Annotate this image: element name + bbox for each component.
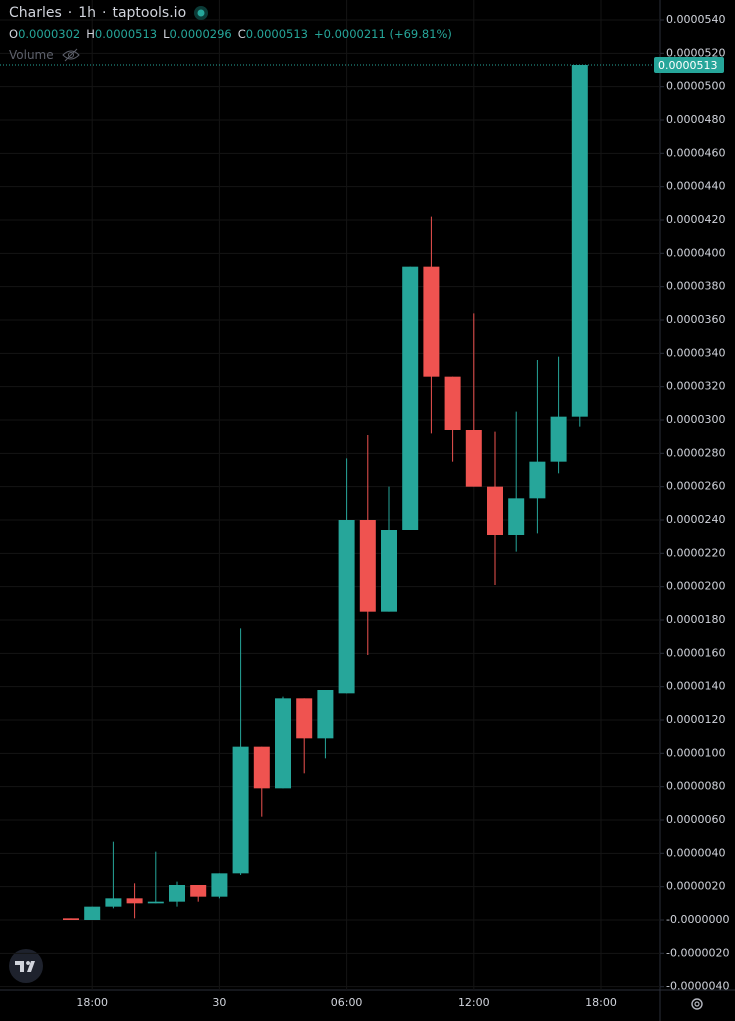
ohlc-item: H0.0000513 <box>86 27 157 41</box>
candle-body <box>338 520 355 694</box>
y-tick-label: 0.0000340 <box>666 346 726 359</box>
last-price-label: 0.0000513 <box>658 59 718 72</box>
x-tick-label: 06:00 <box>331 996 363 1009</box>
x-tick-label: 30 <box>212 996 226 1009</box>
y-tick-label: 0.0000020 <box>666 880 726 893</box>
interval: 1h <box>78 5 97 21</box>
candle-body <box>381 530 397 612</box>
y-tick-label: 0.0000220 <box>666 546 726 559</box>
y-tick-label: 0.0000400 <box>666 246 726 259</box>
ohlc-key: H <box>86 27 95 41</box>
y-tick-label: -0.0000020 <box>666 946 729 959</box>
candle-body <box>508 498 525 535</box>
y-tick-label: 0.0000180 <box>666 613 726 626</box>
y-tick-label: 0.0000200 <box>666 580 726 593</box>
candle-body <box>296 698 313 739</box>
candle-body <box>275 698 291 789</box>
candle-body <box>487 486 503 535</box>
y-tick-label: 0.0000460 <box>666 146 726 159</box>
ohlc-value: 0.0000513 <box>245 27 308 41</box>
y-tick-label: 0.0000300 <box>666 413 726 426</box>
ohlc-value: 0.0000296 <box>169 27 232 41</box>
ohlc-item: O0.0000302 <box>9 27 80 41</box>
candle-body <box>359 520 376 612</box>
candle-body <box>402 266 419 530</box>
y-tick-label: 0.0000540 <box>666 13 726 26</box>
y-tick-label: 0.0000100 <box>666 746 726 759</box>
y-tick-label: 0.0000120 <box>666 713 726 726</box>
symbol: Charles <box>9 5 62 21</box>
y-tick-label: 0.0000440 <box>666 180 726 193</box>
tv-logo <box>9 949 43 983</box>
y-tick-label: 0.0000360 <box>666 313 726 326</box>
candle-body <box>550 416 567 462</box>
y-tick-label: 0.0000280 <box>666 446 726 459</box>
candle-body <box>63 918 79 920</box>
grid <box>0 0 660 990</box>
separator: · <box>67 5 73 21</box>
y-tick-label: 0.0000480 <box>666 113 726 126</box>
settings-icon[interactable] <box>691 998 703 1010</box>
y-tick-label: 0.0000320 <box>666 380 726 393</box>
y-tick-label: -0.0000000 <box>666 913 729 926</box>
candle-body <box>317 690 334 739</box>
y-tick-label: 0.0000520 <box>666 46 726 59</box>
change: +0.0000211 (+69.81%) <box>313 27 452 41</box>
ohlc-key: O <box>9 27 19 41</box>
y-tick-label: 0.0000140 <box>666 680 726 693</box>
ohlc-key: L <box>163 27 170 41</box>
y-tick-label: 0.0000160 <box>666 646 726 659</box>
ohlc-value: 0.0000513 <box>94 27 158 41</box>
status-dot <box>194 6 209 20</box>
candle-body <box>105 898 122 907</box>
candle-body <box>529 461 546 499</box>
ohlc-value: 0.0000302 <box>18 27 81 41</box>
y-tick-label: 0.0000500 <box>666 80 726 93</box>
y-tick-label: 0.0000060 <box>666 813 726 826</box>
candle-body <box>169 885 185 902</box>
candle-body <box>190 885 207 897</box>
ohlc-item: L0.0000296 <box>163 27 232 41</box>
candle-body <box>444 376 461 430</box>
ohlc-line: O0.0000302 H0.0000513 L0.0000296 C0.0000513… <box>9 23 452 45</box>
candle-body <box>126 898 143 904</box>
candle-body <box>465 430 482 487</box>
volume-label: Volume <box>9 48 54 62</box>
y-tick-label: 0.0000420 <box>666 213 726 226</box>
candle-body <box>84 906 101 920</box>
x-tick-label: 12:00 <box>458 996 490 1009</box>
x-tick-label: 18:00 <box>76 996 108 1009</box>
candle-body <box>232 746 249 874</box>
y-tick-label: -0.0000040 <box>666 980 729 993</box>
legend: Charles · 1h · taptools.io O0.0000302 H0.… <box>9 3 452 65</box>
candle-body <box>211 873 228 897</box>
ohlc-key: C <box>237 27 246 41</box>
hide-icon[interactable] <box>61 48 80 62</box>
symbol-line: Charles · 1h · taptools.io <box>9 3 452 23</box>
candle-body <box>423 266 440 377</box>
y-tick-label: 0.0000260 <box>666 480 726 493</box>
y-tick-label: 0.0000380 <box>666 280 726 293</box>
candle-body <box>571 65 588 417</box>
y-tick-label: 0.0000080 <box>666 780 726 793</box>
y-tick-label: 0.0000040 <box>666 846 726 859</box>
y-tick-label: 0.0000240 <box>666 513 726 526</box>
last-price-box <box>654 57 724 73</box>
ohlc-item: C0.0000513 <box>238 27 308 41</box>
volume-line: Volume <box>9 45 452 65</box>
x-tick-label: 18:00 <box>585 996 617 1009</box>
separator: · <box>102 5 107 21</box>
source: taptools.io <box>112 5 187 21</box>
candle-body <box>253 746 270 789</box>
candle-body <box>147 901 164 904</box>
